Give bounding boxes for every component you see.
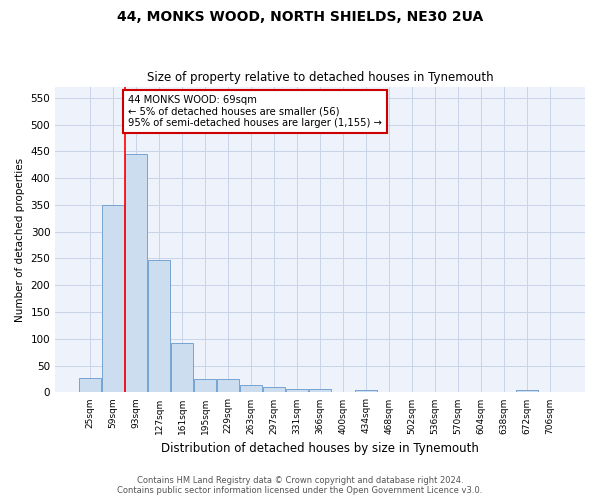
- Title: Size of property relative to detached houses in Tynemouth: Size of property relative to detached ho…: [147, 72, 493, 85]
- Y-axis label: Number of detached properties: Number of detached properties: [15, 158, 25, 322]
- Text: 44, MONKS WOOD, NORTH SHIELDS, NE30 2UA: 44, MONKS WOOD, NORTH SHIELDS, NE30 2UA: [117, 10, 483, 24]
- Bar: [355, 390, 377, 392]
- Text: Contains HM Land Registry data © Crown copyright and database right 2024.
Contai: Contains HM Land Registry data © Crown c…: [118, 476, 482, 495]
- Bar: [263, 387, 285, 392]
- Bar: [309, 389, 331, 392]
- Text: 44 MONKS WOOD: 69sqm
← 5% of detached houses are smaller (56)
95% of semi-detach: 44 MONKS WOOD: 69sqm ← 5% of detached ho…: [128, 95, 382, 128]
- Bar: [79, 378, 101, 392]
- Bar: [516, 390, 538, 392]
- Bar: [217, 379, 239, 392]
- Bar: [286, 389, 308, 392]
- Bar: [194, 379, 216, 392]
- Bar: [125, 154, 147, 392]
- Bar: [171, 342, 193, 392]
- X-axis label: Distribution of detached houses by size in Tynemouth: Distribution of detached houses by size …: [161, 442, 479, 455]
- Bar: [102, 205, 124, 392]
- Bar: [240, 386, 262, 392]
- Bar: [148, 260, 170, 392]
